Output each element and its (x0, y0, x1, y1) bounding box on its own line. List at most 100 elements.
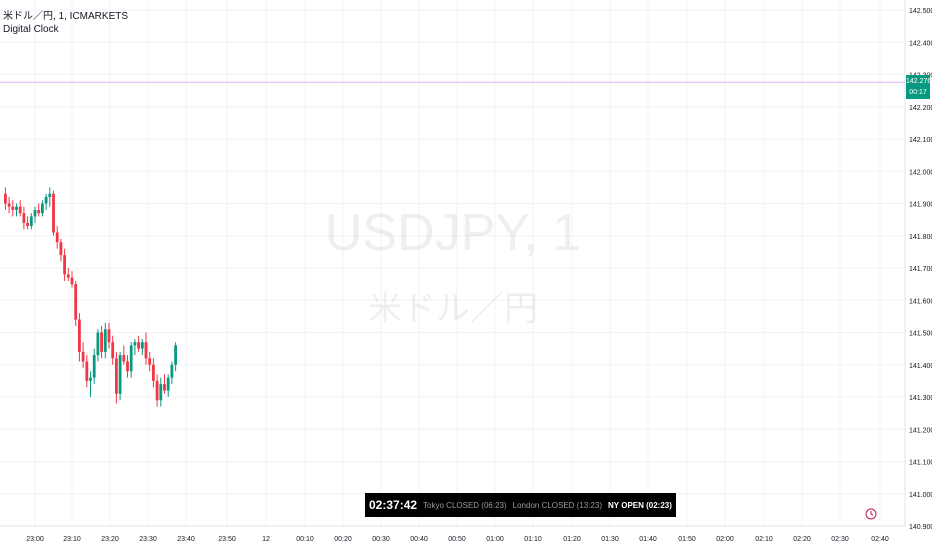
y-tick-label: 142.500 (909, 8, 932, 15)
candle-body (74, 284, 78, 320)
x-tick-label: 23:50 (218, 536, 236, 543)
candle-body (103, 329, 107, 352)
candle[interactable] (122, 345, 126, 365)
candle[interactable] (144, 332, 148, 365)
candle-body (81, 351, 85, 362)
candle-body (152, 364, 155, 381)
candle[interactable] (44, 193, 48, 210)
candle-body (33, 209, 37, 217)
session-tokyo: Tokyo CLOSED (06:23) (423, 500, 507, 510)
candle-body (15, 206, 18, 210)
x-tick-label: 02:10 (755, 536, 773, 543)
candle[interactable] (18, 200, 22, 217)
y-tick-label: 142.100 (909, 137, 932, 144)
candle[interactable] (96, 329, 100, 362)
candle[interactable] (70, 271, 74, 288)
candle-body (29, 216, 33, 227)
candles (4, 187, 177, 407)
x-tick-label: 02:00 (716, 536, 734, 543)
candle[interactable] (111, 335, 115, 365)
candle[interactable] (48, 187, 52, 207)
candle[interactable] (137, 335, 140, 352)
candle-body (48, 193, 52, 198)
candle[interactable] (155, 374, 159, 407)
x-tick-label: 01:10 (524, 536, 542, 543)
watermark-name: 米ドル／円 (368, 289, 538, 329)
candle-body (4, 193, 7, 204)
y-tick-label: 141.100 (909, 460, 932, 467)
x-tick-label: 02:40 (871, 536, 889, 543)
candle-body (115, 358, 118, 394)
x-tick-label: 00:30 (372, 536, 390, 543)
candle-body (89, 377, 92, 381)
candle-body (148, 358, 152, 365)
candle-body (144, 342, 148, 359)
candle[interactable] (148, 351, 152, 372)
candle[interactable] (74, 280, 78, 327)
candle[interactable] (52, 190, 55, 236)
candle[interactable] (37, 203, 41, 217)
candle[interactable] (78, 313, 81, 362)
symbol-title[interactable]: 米ドル／円, 1, ICMARKETS (3, 11, 129, 22)
candle[interactable] (92, 348, 96, 385)
x-tick-label: 23:40 (177, 536, 195, 543)
x-tick-label: 01:00 (486, 536, 504, 543)
candle[interactable] (103, 322, 107, 359)
candle-body (66, 274, 70, 278)
session-london: London CLOSED (13:23) (512, 500, 603, 510)
candle[interactable] (115, 351, 118, 404)
candle[interactable] (11, 200, 15, 217)
candle-body (155, 380, 159, 401)
candle-body (137, 342, 140, 349)
candle[interactable] (163, 374, 166, 394)
y-tick-label: 142.200 (909, 105, 932, 112)
candle[interactable] (174, 342, 177, 372)
candle[interactable] (100, 326, 103, 359)
candle[interactable] (4, 187, 7, 210)
candle[interactable] (41, 200, 44, 217)
replay-icon[interactable] (865, 508, 877, 520)
candle[interactable] (29, 213, 33, 230)
y-tick-label: 141.000 (909, 492, 932, 499)
indicator-title[interactable]: Digital Clock (3, 24, 59, 35)
candle[interactable] (33, 206, 37, 223)
candle[interactable] (66, 268, 70, 281)
candle[interactable] (166, 374, 170, 397)
candle[interactable] (89, 371, 92, 397)
candle[interactable] (126, 355, 129, 378)
x-tick-label: 23:10 (63, 536, 81, 543)
candle-body (59, 242, 63, 256)
y-tick-label: 142.000 (909, 169, 932, 176)
candle[interactable] (26, 216, 29, 230)
candle[interactable] (59, 238, 63, 262)
candle[interactable] (140, 338, 144, 356)
y-tick-label: 141.900 (909, 202, 932, 209)
x-tick-label: 01:40 (639, 536, 657, 543)
candle[interactable] (81, 342, 85, 368)
candle-body (44, 197, 48, 204)
candle[interactable] (129, 342, 133, 378)
candle[interactable] (118, 351, 122, 401)
candle[interactable] (170, 361, 174, 385)
x-tick-label: 12 (262, 536, 270, 543)
candle[interactable] (85, 355, 89, 388)
clock-time: 02:37:42 (369, 498, 418, 512)
y-tick-label: 141.800 (909, 234, 932, 241)
candle[interactable] (133, 338, 137, 356)
candle[interactable] (55, 226, 59, 249)
candle[interactable] (15, 203, 18, 217)
candle-body (7, 203, 11, 207)
candle-body (100, 332, 103, 352)
candle[interactable] (63, 248, 66, 281)
candle-body (159, 384, 163, 401)
candle[interactable] (159, 377, 163, 407)
candle[interactable] (107, 322, 111, 349)
candle[interactable] (7, 197, 11, 214)
candle-body (174, 345, 177, 365)
candle-body (37, 209, 41, 214)
candle[interactable] (22, 206, 26, 230)
candle[interactable] (152, 358, 155, 388)
session-ny: NY OPEN (02:23) (608, 500, 672, 510)
